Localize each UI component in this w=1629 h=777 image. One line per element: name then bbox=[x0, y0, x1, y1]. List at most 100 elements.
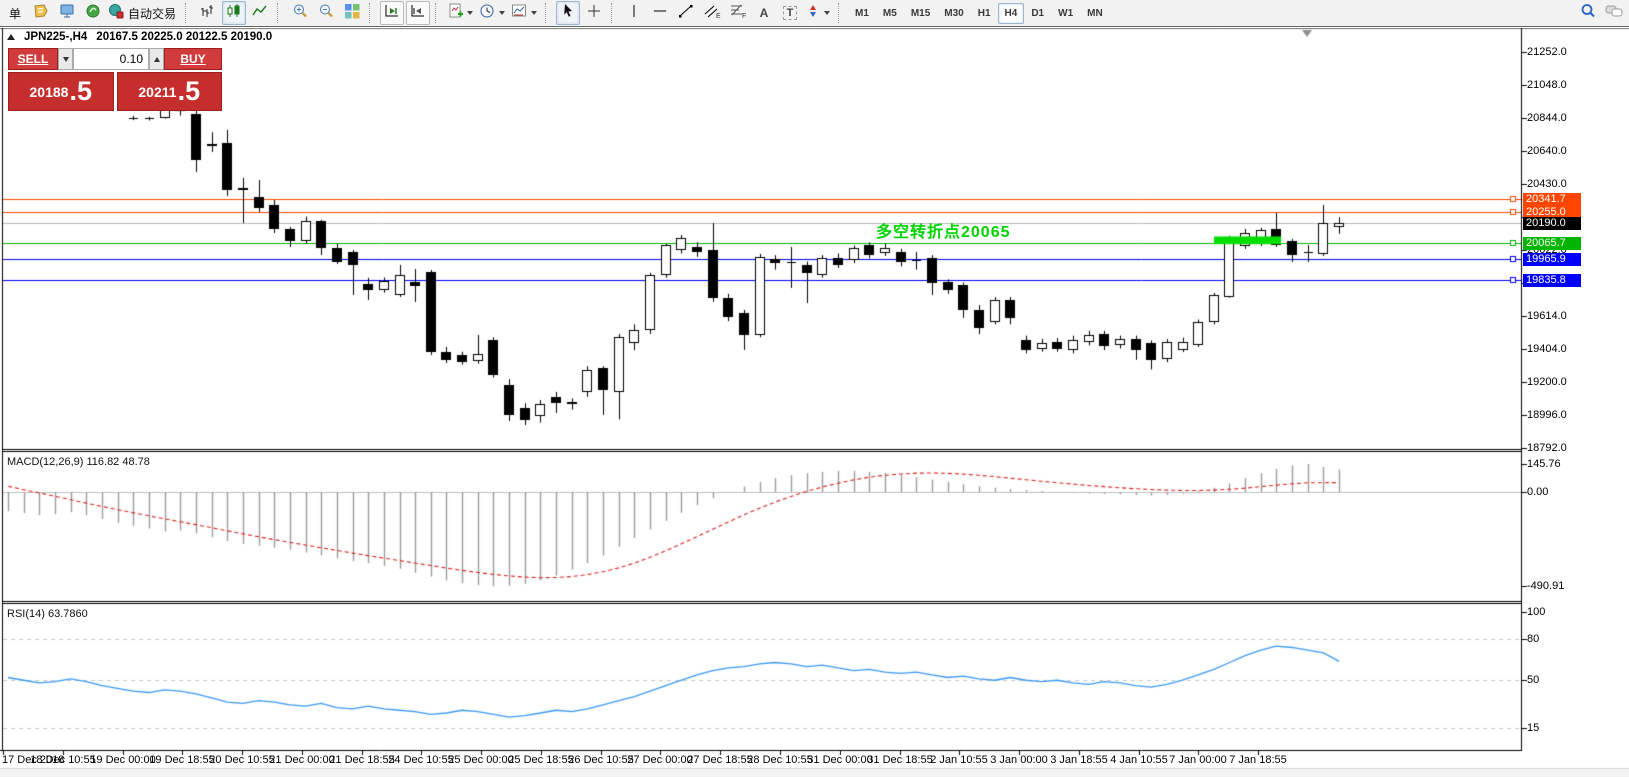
rsi-indicator-label: RSI(14) 63.7860 bbox=[7, 608, 88, 620]
arrows-tool-button[interactable] bbox=[804, 1, 833, 25]
crosshair-icon bbox=[586, 3, 602, 24]
chart-text-annotation: 多空转折点20065 bbox=[876, 224, 1011, 241]
timeframe-h1[interactable]: H1 bbox=[977, 7, 991, 19]
toolbar: 单 自动交易 bbox=[0, 0, 1629, 27]
buy-price-display[interactable]: 20211 .5 bbox=[116, 72, 222, 111]
zoom-out-button[interactable] bbox=[314, 1, 338, 25]
volume-input[interactable]: 0.10 bbox=[73, 48, 149, 70]
toolbar-separator bbox=[185, 3, 191, 23]
new-chart-button[interactable] bbox=[29, 1, 53, 25]
spinner-up-icon bbox=[153, 56, 160, 62]
autotrading-button[interactable]: 自动交易 bbox=[107, 1, 180, 25]
text-tool-button[interactable]: A bbox=[752, 1, 776, 25]
toolbar-separator bbox=[369, 3, 375, 23]
text-label-tool-button[interactable]: T bbox=[778, 1, 802, 25]
cursor-tool-button[interactable] bbox=[556, 1, 581, 25]
cursor-arrow-icon bbox=[561, 3, 575, 23]
bar-chart-icon bbox=[200, 3, 216, 24]
fibonacci-tool-button[interactable]: F bbox=[726, 1, 750, 25]
line-chart-icon bbox=[252, 3, 268, 24]
svg-text:E: E bbox=[716, 13, 721, 19]
text-tool-icon: A bbox=[759, 6, 769, 20]
autotrading-label: 自动交易 bbox=[128, 6, 177, 21]
tile-windows-button[interactable] bbox=[340, 1, 364, 25]
toolbar-separator bbox=[435, 3, 441, 23]
line-chart-button[interactable] bbox=[248, 1, 272, 25]
toolbar-separator bbox=[838, 3, 844, 23]
sell-button[interactable]: SELL bbox=[8, 48, 58, 70]
chart-shift-button[interactable] bbox=[406, 1, 431, 25]
arrows-icon bbox=[805, 3, 821, 24]
macd-indicator-label: MACD(12,26,9) 116.82 48.78 bbox=[7, 456, 150, 468]
equidistant-channel-tool-button[interactable]: E bbox=[700, 1, 724, 25]
dropdown-caret-icon bbox=[531, 11, 538, 15]
periods-button[interactable] bbox=[478, 1, 508, 25]
trendline-icon bbox=[678, 3, 694, 24]
fibonacci-icon: F bbox=[729, 3, 747, 24]
collapse-arrow-icon[interactable] bbox=[7, 34, 15, 40]
zoom-out-icon bbox=[318, 3, 335, 24]
navigator-button[interactable] bbox=[81, 1, 105, 25]
sell-price-display[interactable]: 20188 .5 bbox=[8, 72, 114, 111]
tile-windows-icon bbox=[344, 3, 361, 24]
chat-button[interactable] bbox=[1602, 1, 1626, 25]
sell-price-main: 20188 bbox=[29, 83, 69, 100]
dropdown-caret-icon bbox=[824, 11, 831, 15]
scroll-to-end-button[interactable] bbox=[380, 1, 405, 25]
channel-icon: E bbox=[703, 3, 721, 24]
candlestick-chart-button[interactable] bbox=[222, 1, 247, 25]
buy-button[interactable]: BUY bbox=[164, 48, 222, 70]
toolbar-separator bbox=[611, 3, 617, 23]
chart-header: JPN225-,H4 20167.5 20225.0 20122.5 20190… bbox=[7, 31, 272, 43]
new-order-label: 单 bbox=[8, 6, 21, 21]
volume-increase-button[interactable] bbox=[149, 48, 164, 70]
templates-button[interactable] bbox=[510, 1, 540, 25]
timeframe-mn[interactable]: MN bbox=[1087, 7, 1103, 19]
timeframe-w1[interactable]: W1 bbox=[1058, 7, 1074, 19]
bar-chart-button[interactable] bbox=[196, 1, 220, 25]
market-watch-button[interactable] bbox=[55, 1, 79, 25]
symbol-title: JPN225-,H4 bbox=[24, 31, 88, 43]
buy-price-fraction: .5 bbox=[177, 76, 201, 106]
new-chart-icon bbox=[32, 3, 50, 24]
svg-text:F: F bbox=[742, 13, 746, 19]
trendline-tool-button[interactable] bbox=[674, 1, 698, 25]
navigator-icon bbox=[85, 3, 102, 24]
candlestick-chart-icon bbox=[226, 3, 242, 24]
spinner-down-icon bbox=[62, 56, 69, 62]
price-chart-canvas[interactable] bbox=[0, 28, 1629, 777]
text-label-icon: T bbox=[782, 6, 798, 20]
volume-decrease-button[interactable] bbox=[58, 48, 73, 70]
sell-price-fraction: .5 bbox=[69, 76, 92, 106]
zoom-in-button[interactable] bbox=[288, 1, 312, 25]
search-button[interactable] bbox=[1576, 1, 1600, 25]
timeframe-d1[interactable]: D1 bbox=[1031, 7, 1045, 19]
toolbar-separator bbox=[277, 3, 283, 23]
buy-price-main: 20211 bbox=[138, 83, 177, 100]
dropdown-caret-icon bbox=[467, 11, 474, 15]
zoom-in-icon bbox=[292, 3, 309, 24]
timeframe-h4[interactable]: H4 bbox=[997, 2, 1025, 24]
horizontal-line-icon bbox=[652, 3, 668, 24]
search-icon bbox=[1580, 3, 1597, 24]
timeframe-m30[interactable]: M30 bbox=[944, 7, 964, 19]
crosshair-tool-button[interactable] bbox=[582, 1, 606, 25]
horizontal-line-tool-button[interactable] bbox=[648, 1, 672, 25]
timeframe-m1[interactable]: M1 bbox=[855, 7, 869, 19]
timeframe-m15[interactable]: M15 bbox=[910, 7, 931, 19]
indicators-icon bbox=[447, 3, 464, 24]
chat-icon bbox=[1605, 3, 1624, 24]
one-click-trading-panel: SELL 0.10 BUY 20188 .5 20211 .5 bbox=[8, 48, 222, 111]
indicators-button[interactable] bbox=[446, 1, 476, 25]
market-watch-icon bbox=[59, 3, 76, 24]
vertical-line-tool-button[interactable] bbox=[622, 1, 646, 25]
dropdown-caret-icon bbox=[499, 11, 506, 15]
toolbar-separator bbox=[545, 3, 551, 23]
scroll-to-end-icon bbox=[384, 3, 400, 24]
ohlc-values: 20167.5 20225.0 20122.5 20190.0 bbox=[96, 31, 273, 43]
periods-clock-icon bbox=[479, 3, 496, 24]
vertical-line-icon bbox=[628, 3, 640, 24]
new-order-button[interactable]: 单 bbox=[3, 1, 27, 25]
timeframe-m5[interactable]: M5 bbox=[882, 7, 897, 19]
